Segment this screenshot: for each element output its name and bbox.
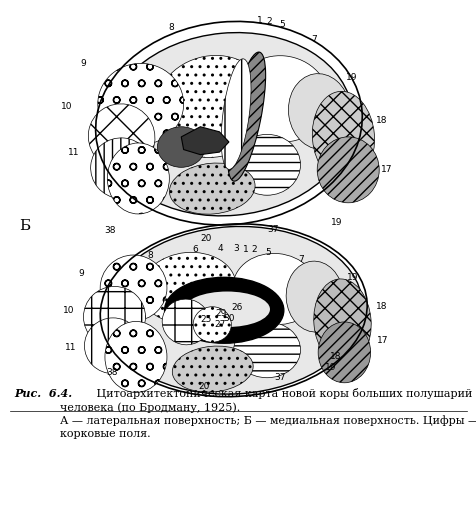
Text: 17: 17 [380, 165, 391, 174]
Text: 10: 10 [61, 102, 72, 111]
Ellipse shape [317, 137, 378, 203]
Text: 18: 18 [375, 116, 387, 125]
Ellipse shape [88, 104, 155, 170]
Ellipse shape [83, 286, 145, 347]
Text: 18: 18 [375, 302, 387, 311]
Text: 7: 7 [298, 255, 304, 264]
Text: 27: 27 [214, 320, 226, 330]
Text: 5: 5 [265, 248, 270, 257]
Text: 1: 1 [257, 16, 262, 25]
Ellipse shape [140, 252, 236, 323]
Ellipse shape [233, 56, 328, 142]
Ellipse shape [100, 255, 167, 321]
Text: 30: 30 [223, 314, 235, 323]
Ellipse shape [157, 127, 205, 167]
Text: человека (по Бродману, 1925).: человека (по Бродману, 1925). [60, 403, 239, 413]
Text: 37: 37 [267, 225, 278, 234]
Ellipse shape [164, 277, 283, 343]
Text: корковые поля.: корковые поля. [60, 428, 150, 439]
Ellipse shape [286, 261, 343, 332]
Ellipse shape [105, 227, 362, 394]
Text: 1: 1 [242, 245, 248, 254]
Text: 2: 2 [251, 245, 257, 255]
Ellipse shape [184, 292, 269, 327]
Ellipse shape [233, 134, 300, 195]
Ellipse shape [84, 318, 141, 374]
Text: 19: 19 [330, 218, 341, 227]
Ellipse shape [232, 254, 318, 324]
Text: 17: 17 [377, 336, 388, 345]
Ellipse shape [317, 322, 370, 383]
Text: 20: 20 [200, 234, 211, 243]
Text: 11: 11 [68, 148, 79, 157]
Ellipse shape [162, 299, 209, 345]
Text: 18: 18 [329, 352, 341, 361]
Text: 19: 19 [346, 73, 357, 82]
Ellipse shape [313, 279, 370, 365]
Text: 38: 38 [106, 368, 117, 377]
Text: 9: 9 [78, 269, 84, 278]
Text: 29: 29 [215, 309, 227, 318]
Ellipse shape [233, 322, 300, 378]
Ellipse shape [90, 138, 152, 199]
Ellipse shape [107, 143, 169, 214]
Text: 9: 9 [80, 59, 86, 68]
Text: 20: 20 [198, 382, 209, 391]
Text: А — латеральная поверхность; Б — медиальная поверхность. Цифры —: А — латеральная поверхность; Б — медиаль… [60, 415, 476, 426]
Text: 3: 3 [233, 244, 239, 253]
Text: Цитоархитектоническая карта новой коры больших полушарий: Цитоархитектоническая карта новой коры б… [93, 388, 471, 399]
Text: 19: 19 [347, 273, 358, 282]
Text: 11: 11 [65, 343, 76, 352]
Ellipse shape [105, 321, 167, 392]
Ellipse shape [193, 307, 231, 342]
Text: 2: 2 [266, 17, 272, 26]
Text: 25: 25 [200, 315, 211, 324]
Text: 26: 26 [231, 303, 242, 312]
Text: Б: Б [19, 219, 30, 233]
Text: 8: 8 [169, 23, 174, 32]
Ellipse shape [227, 52, 265, 181]
Text: 19: 19 [324, 363, 336, 372]
Ellipse shape [172, 346, 253, 392]
Text: 8: 8 [147, 250, 153, 260]
Polygon shape [181, 127, 228, 155]
Text: 37: 37 [274, 373, 285, 382]
Text: 6: 6 [192, 245, 198, 255]
Ellipse shape [105, 32, 352, 216]
Text: Рис.  6.4.: Рис. 6.4. [14, 388, 72, 399]
Ellipse shape [288, 74, 350, 150]
Text: 5: 5 [279, 20, 285, 29]
Ellipse shape [221, 59, 250, 169]
Text: 4: 4 [217, 244, 222, 253]
Ellipse shape [98, 63, 183, 144]
Text: 38: 38 [104, 226, 115, 235]
Text: 10: 10 [63, 306, 75, 315]
Text: 7: 7 [310, 35, 316, 44]
Ellipse shape [169, 163, 255, 214]
Ellipse shape [155, 55, 268, 158]
Ellipse shape [312, 91, 374, 183]
